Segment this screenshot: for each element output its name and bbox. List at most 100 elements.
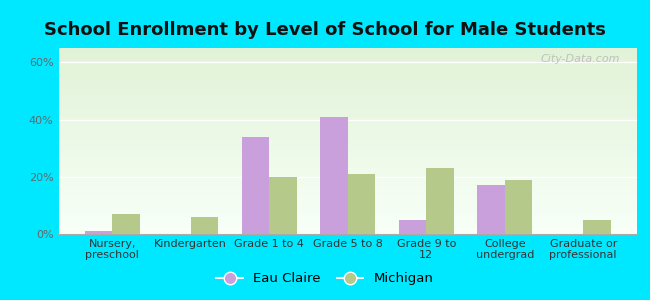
Bar [58,182,637,184]
Bar [190,217,218,234]
Bar [58,65,637,67]
Bar [58,219,637,221]
Bar [58,154,637,156]
Bar [58,221,637,223]
Bar [58,111,637,113]
Bar [58,186,637,188]
Bar [58,145,637,147]
Bar [583,220,611,234]
Bar [58,189,637,191]
Bar [58,87,637,89]
Bar [58,184,637,186]
Bar [58,78,637,80]
Bar [58,232,637,234]
Bar [58,93,637,94]
Bar [58,56,637,57]
Bar [58,104,637,106]
Bar [58,137,637,139]
Bar [58,165,637,167]
Bar [58,126,637,128]
Legend: Eau Claire, Michigan: Eau Claire, Michigan [211,267,439,290]
Bar [58,59,637,61]
Bar [58,134,637,135]
Bar [58,178,637,180]
Bar [58,148,637,150]
Bar [58,67,637,68]
Text: City-Data.com: City-Data.com [540,54,619,64]
Bar [58,195,637,197]
Bar [58,70,637,72]
Bar [58,147,637,148]
Bar [58,139,637,141]
Bar [58,160,637,161]
Bar [58,193,637,195]
Bar [58,72,637,74]
Bar [58,167,637,169]
Bar [58,91,637,93]
Bar [58,63,637,65]
Bar [58,117,637,119]
Bar [58,57,637,59]
Text: School Enrollment by Level of School for Male Students: School Enrollment by Level of School for… [44,21,606,39]
Bar [269,177,297,234]
Bar [58,191,637,193]
Bar [58,110,637,111]
Bar [58,215,637,217]
Bar [58,68,637,70]
Bar [58,89,637,91]
Bar [58,121,637,122]
Bar [58,163,637,165]
Bar [58,124,637,126]
Bar [58,180,637,182]
Bar [58,130,637,132]
Bar [58,161,637,163]
Bar [58,175,637,176]
Bar [58,206,637,208]
Bar [58,199,637,200]
Bar [58,225,637,226]
Bar [58,85,637,87]
Bar [58,152,637,154]
Bar [58,102,637,104]
Bar [84,231,112,234]
Bar [505,180,532,234]
Bar [58,50,637,52]
Bar [58,83,637,85]
Bar [58,115,637,117]
Bar [58,107,637,110]
Bar [58,188,637,189]
Bar [58,94,637,96]
Bar [58,197,637,199]
Bar [58,143,637,145]
Bar [58,228,637,230]
Bar [58,135,637,137]
Bar [58,52,637,54]
Bar [58,176,637,178]
Bar [58,223,637,225]
Bar [58,54,637,56]
Bar [58,80,637,82]
Bar [112,214,140,234]
Bar [58,150,637,152]
Bar [58,128,637,130]
Bar [58,119,637,121]
Bar [58,208,637,210]
Bar [58,200,637,202]
Bar [58,158,637,160]
Bar [426,168,454,234]
Bar [58,171,637,172]
Bar [58,156,637,158]
Bar [320,117,348,234]
Bar [58,230,637,232]
Bar [58,214,637,215]
Bar [58,226,637,228]
Bar [58,202,637,204]
Bar [58,106,637,107]
Bar [398,220,426,234]
Bar [58,98,637,100]
Bar [58,122,637,124]
Bar [58,172,637,175]
Bar [58,48,637,50]
Bar [58,96,637,98]
Bar [58,82,637,83]
